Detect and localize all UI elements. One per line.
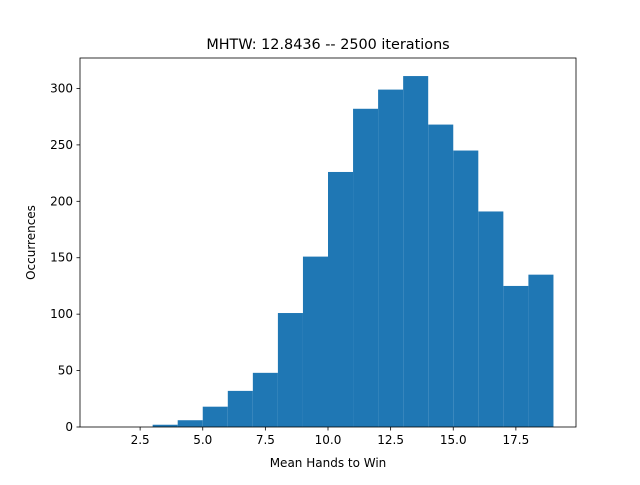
y-tick-label: 50 [58, 364, 73, 378]
histogram-bar [202, 406, 228, 427]
histogram-bar [478, 211, 504, 427]
x-axis-label: Mean Hands to Win [270, 456, 387, 470]
ticks-layer: 2.5 5.0 7.5 10.0 12.5 15.0 17.5 0 50 100 150 200 250… [50, 81, 529, 447]
x-tick-label: 12.5 [377, 433, 404, 447]
x-tick-label: 15.0 [440, 433, 467, 447]
histogram-bar [177, 420, 203, 427]
x-tick-label: 2.5 [131, 433, 150, 447]
histogram-bar [252, 372, 278, 427]
x-tick-label: 5.0 [193, 433, 212, 447]
y-tick-label: 300 [50, 81, 73, 95]
y-tick-label: 150 [50, 251, 73, 265]
x-tick-label: 7.5 [256, 433, 275, 447]
y-tick-label: 100 [50, 307, 73, 321]
x-tick-label: 10.0 [315, 433, 342, 447]
y-tick-label: 0 [65, 420, 73, 434]
histogram-bar [378, 89, 404, 428]
bars-layer [152, 76, 554, 428]
histogram-bar [227, 390, 253, 427]
histogram-bar [503, 285, 529, 427]
histogram-bar [528, 274, 554, 427]
histogram-bar [403, 76, 429, 427]
histogram-bar [277, 313, 303, 427]
x-tick-label: 17.5 [503, 433, 530, 447]
y-axis-label: Occurrences [24, 205, 38, 280]
y-tick-label: 250 [50, 138, 73, 152]
histogram-bar [152, 424, 178, 427]
histogram-bar [453, 150, 479, 427]
histogram-bar [328, 171, 354, 427]
y-tick-label: 200 [50, 194, 73, 208]
chart-title: MHTW: 12.8436 -- 2500 iterations [206, 37, 449, 53]
histogram-bar [302, 256, 328, 427]
histogram-bar [353, 108, 379, 427]
histogram-bar [428, 124, 454, 428]
plot-frame [79, 57, 577, 428]
